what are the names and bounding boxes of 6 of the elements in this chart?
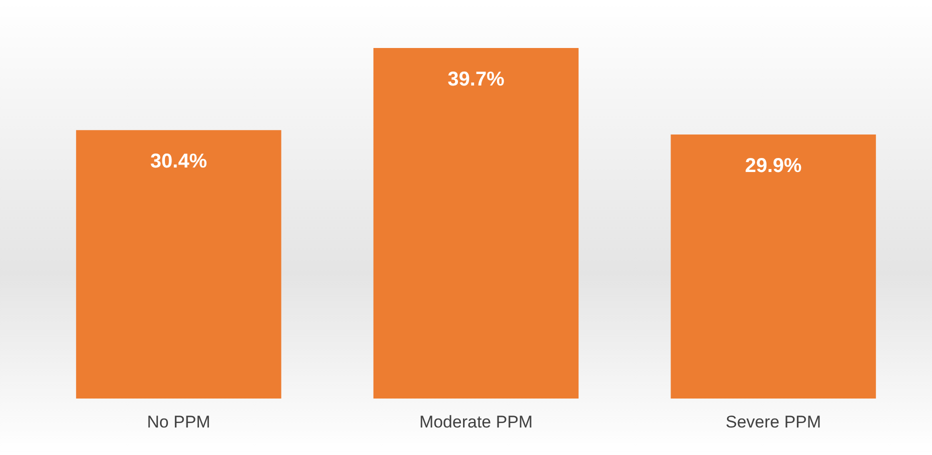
x-tick-label: Severe PPM [726, 412, 822, 432]
data-label: 39.7% [448, 68, 505, 91]
data-label: 29.9% [744, 155, 802, 178]
data-label: 30.4% [150, 150, 208, 173]
x-tick-label: Moderate PPM [419, 412, 533, 432]
x-tick-label: No PPM [147, 412, 210, 432]
